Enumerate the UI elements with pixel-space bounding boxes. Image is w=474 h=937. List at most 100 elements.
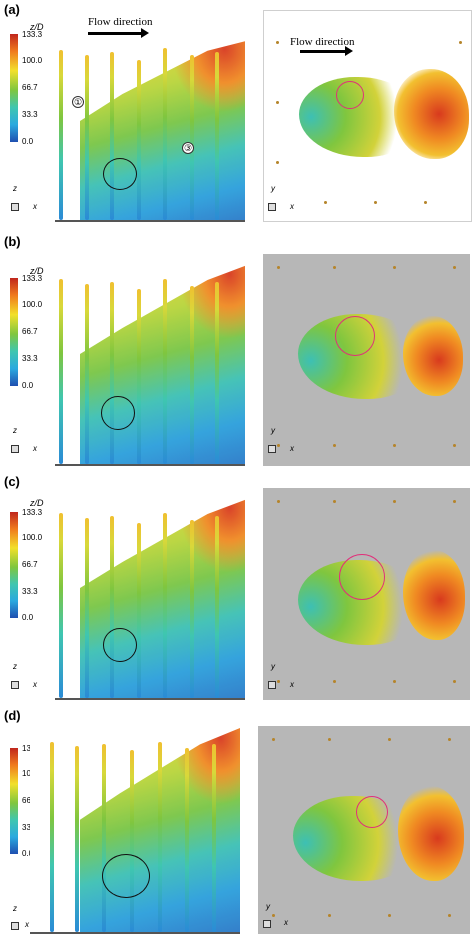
turbine-marker [277,444,280,447]
top-view [263,10,472,222]
highlight-circle [101,396,135,430]
axis-y-label: y [271,184,275,193]
colorbar-tick: 66.7 [22,327,38,336]
vortex-column [163,48,167,220]
turbine-marker [333,680,336,683]
vortex-column [215,52,219,220]
annotation-1: ① [72,96,84,108]
colorbar-tick: 33.3 [22,110,38,119]
axis-origin-icon [268,681,276,689]
vortex-column [185,748,189,932]
colorbar-tick: 133.3 [22,30,43,39]
colorbar-tick: 133.3 [22,508,43,517]
vortex-column [110,52,114,220]
highlight-circle [335,316,375,356]
highlight-circle [102,854,150,898]
turbine-marker [324,201,327,204]
axis-z-label: z [13,426,17,435]
panel-b: (b) z/D 133.3 100.0 66.7 33.3 0.0 z x y … [0,232,474,472]
flow-direction-label: Flow direction [88,16,153,28]
axis-x-label: x [33,444,37,453]
vortex-column [85,284,89,464]
turbine-marker [393,680,396,683]
vortex-column [137,60,141,220]
top-view [263,254,470,466]
vortex-column [85,518,89,698]
turbine-marker [277,680,280,683]
colorbar-tick: 0.0 [22,381,34,390]
vortex-column [190,520,194,698]
vortex-column [85,55,89,220]
colorbar-tick: 66.7 [22,796,38,805]
side-view [55,254,245,466]
vortex-column [50,742,54,932]
ground-line [55,464,245,466]
turbine-marker [276,101,279,104]
turbine-marker [374,201,377,204]
vortex-column [215,516,219,698]
side-view [55,490,245,700]
turbine-marker [424,201,427,204]
turbine-marker [393,266,396,269]
vortex-column [59,50,63,220]
colorbar-tick: 100.0 [22,56,43,65]
turbine-marker [276,161,279,164]
axis-origin-icon [268,445,276,453]
vortex-column [75,746,79,932]
flow-direction-arrow [300,46,353,56]
vortex-column [212,744,216,932]
axis-y-label: y [266,902,270,911]
turbine-marker [328,738,331,741]
panel-label: (a) [4,2,20,17]
turbine-marker [453,680,456,683]
turbine-marker [388,738,391,741]
vortex-column [190,55,194,220]
panel-a: (a) z/D 133.3 100.0 66.7 33.3 0.0 Flow d… [0,0,474,232]
axis-origin-icon [11,445,19,453]
highlight-circle [356,796,388,828]
highlight-circle [339,554,385,600]
turbine-marker [393,500,396,503]
axis-origin-icon [263,920,271,928]
turbine-marker [333,444,336,447]
axis-x-label: x [33,202,37,211]
axis-x-label: x [284,918,288,927]
colorbar-tick: 133.3 [22,274,43,283]
turbine-marker [393,444,396,447]
vortex-column [163,279,167,464]
vortex-column [59,513,63,698]
turbine-marker [453,444,456,447]
vortex-column [110,516,114,698]
colorbar [10,512,18,618]
axis-y-label: y [271,662,275,671]
colorbar-tick: 100.0 [22,300,43,309]
vortex-column [130,750,134,932]
vortex-column [215,282,219,464]
turbine-marker [328,914,331,917]
ground-line [55,220,245,222]
turbine-marker [277,266,280,269]
turbine-marker [272,914,275,917]
turbine-marker [277,500,280,503]
axis-origin-icon [11,681,19,689]
axis-origin-icon [11,203,19,211]
colorbar-tick: 33.3 [22,823,38,832]
vortex-column [158,742,162,932]
axis-x-label: x [290,202,294,211]
colorbar-tick: 33.3 [22,354,38,363]
vortex-column [110,282,114,464]
wake-blob [403,316,463,396]
flow-direction-arrow [88,28,149,38]
top-view [263,488,470,700]
axis-x-label: x [25,920,29,929]
axis-z-label: z [13,662,17,671]
side-view [30,724,240,934]
highlight-circle [103,628,137,662]
colorbar-tick: 0.0 [22,849,34,858]
colorbar [10,748,18,854]
vortex-column [59,279,63,464]
axis-x-label: x [290,680,294,689]
colorbar [10,278,18,386]
colorbar-tick: 66.7 [22,83,38,92]
turbine-marker [459,41,462,44]
